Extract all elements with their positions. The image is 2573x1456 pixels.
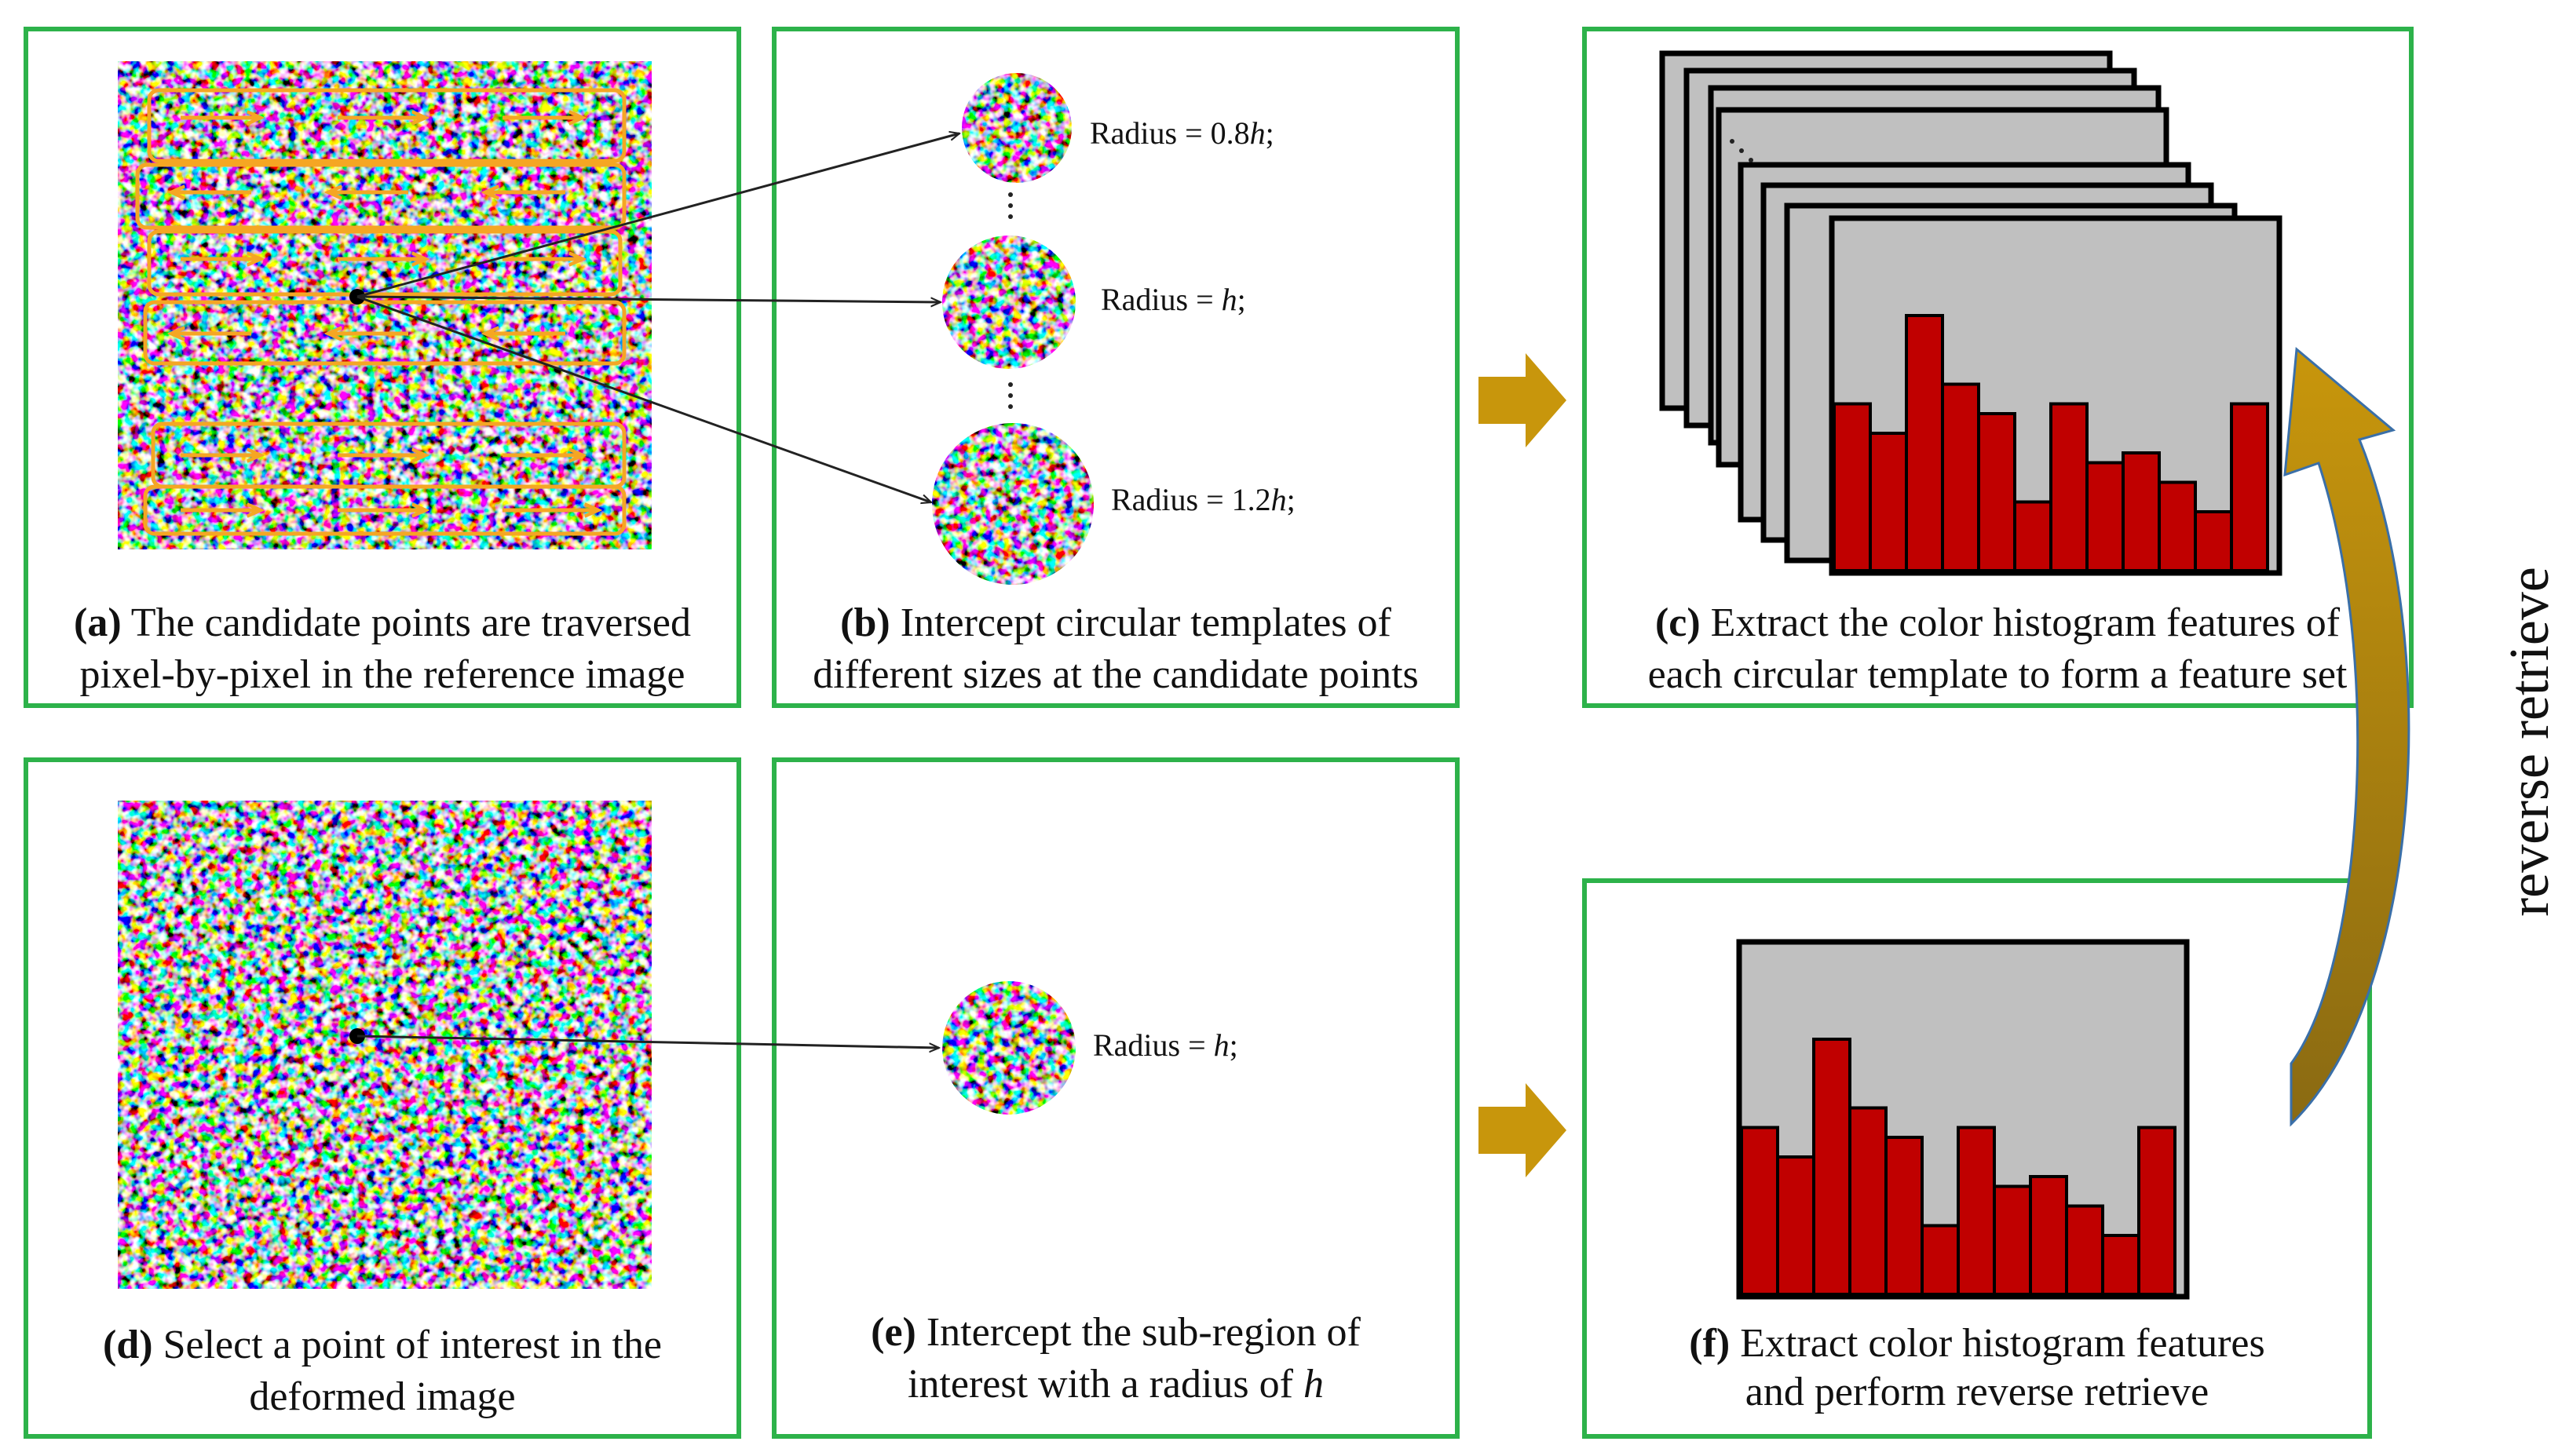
reverse-retrieve-arrow: [2283, 347, 2410, 1127]
hist-f-bar-5: [1884, 1136, 1924, 1296]
hist-f-bar-1: [1740, 1126, 1779, 1296]
radius-label-large: Radius = 1.2h;: [1111, 482, 1296, 517]
hist-c-bar-7: [2049, 402, 2089, 572]
flow-arrow-top: [1478, 353, 1566, 447]
hist-f-bar-10: [2065, 1204, 2104, 1296]
radius-label-mid: Radius = h;: [1101, 282, 1246, 317]
hist-c-bar-10: [2158, 480, 2197, 572]
vertical-ellipsis-2: [1008, 382, 1013, 409]
panel-c-border: [1582, 27, 2414, 708]
histogram-f: [1740, 1038, 2176, 1296]
vertical-ellipsis-1: [1008, 192, 1013, 219]
hist-f-bar-7: [1957, 1126, 1996, 1296]
hist-f-bar-11: [2101, 1234, 2140, 1296]
arrow-to-roi-template: [356, 1035, 939, 1048]
caption-e-line2: interest with a radius of h: [908, 1362, 1324, 1407]
hist-c-bar-1: [1833, 402, 1872, 572]
radius-label-roi: Radius = h;: [1093, 1027, 1238, 1063]
caption-a-line1: (a) The candidate points are traversed: [74, 600, 691, 645]
hist-c-bar-11: [2194, 510, 2233, 572]
flow-arrow-bottom: [1478, 1083, 1566, 1177]
caption-f-line2: and perform reverse retrieve: [1745, 1370, 2209, 1414]
hist-f-bar-8: [1993, 1184, 2032, 1296]
caption-c-line2: each circular template to form a feature…: [1648, 652, 2348, 697]
caption-a-line2: pixel-by-pixel in the reference image: [80, 652, 685, 697]
hist-c-bar-4: [1941, 382, 1980, 572]
panel-a-border: [24, 27, 741, 708]
hist-c-bar-2: [1869, 432, 1908, 572]
caption-e-line1: (e) Intercept the sub-region of: [871, 1310, 1361, 1355]
radius-label-small: Radius = 0.8h;: [1090, 115, 1274, 151]
arrow-to-small-template: [356, 133, 959, 298]
panel-f-border: [1582, 878, 2372, 1439]
hist-f-bar-2: [1776, 1155, 1815, 1296]
arrow-to-mid-template: [356, 295, 941, 302]
histogram-c: [1833, 314, 2269, 572]
caption-d-line1: (d) Select a point of interest in the: [103, 1323, 662, 1367]
hist-c-bar-8: [2085, 461, 2125, 572]
caption-d-line2: deformed image: [249, 1374, 515, 1419]
template-small: [962, 73, 1072, 183]
template-large: [932, 423, 1094, 585]
hist-c-bar-9: [2122, 451, 2161, 572]
deformed-speckle-image: [118, 801, 652, 1289]
hist-f-bar-12: [2137, 1126, 2176, 1296]
reverse-retrieve-label: reverse retrieve: [2498, 567, 2560, 917]
hist-c-bar-3: [1905, 314, 1944, 572]
hist-f-bar-3: [1812, 1038, 1851, 1296]
caption-c-line1: (c) Extract the color histogram features…: [1655, 600, 2341, 645]
hist-c-bar-5: [1977, 412, 2016, 572]
hist-c-bar-6: [2013, 500, 2052, 572]
arrow-to-large-template: [356, 295, 931, 502]
caption-b-line1: (b) Intercept circular templates of: [840, 600, 1391, 645]
template-mid: [942, 235, 1076, 369]
caption-b-line2: different sizes at the candidate points: [813, 652, 1419, 697]
panel-e-border: [772, 757, 1460, 1439]
hist-f-bar-4: [1848, 1106, 1888, 1296]
hist-f-bar-6: [1921, 1224, 1960, 1296]
caption-f-line1: (f) Extract color histogram features: [1689, 1321, 2264, 1366]
hist-f-bar-9: [2029, 1175, 2068, 1296]
hist-c-bar-12: [2230, 402, 2269, 572]
roi-template: [942, 981, 1076, 1115]
traversal-path: [135, 88, 627, 536]
panel-d-border: [24, 757, 741, 1439]
stack-ellipsis: [1730, 139, 1753, 162]
panel-b-border: [772, 27, 1460, 708]
